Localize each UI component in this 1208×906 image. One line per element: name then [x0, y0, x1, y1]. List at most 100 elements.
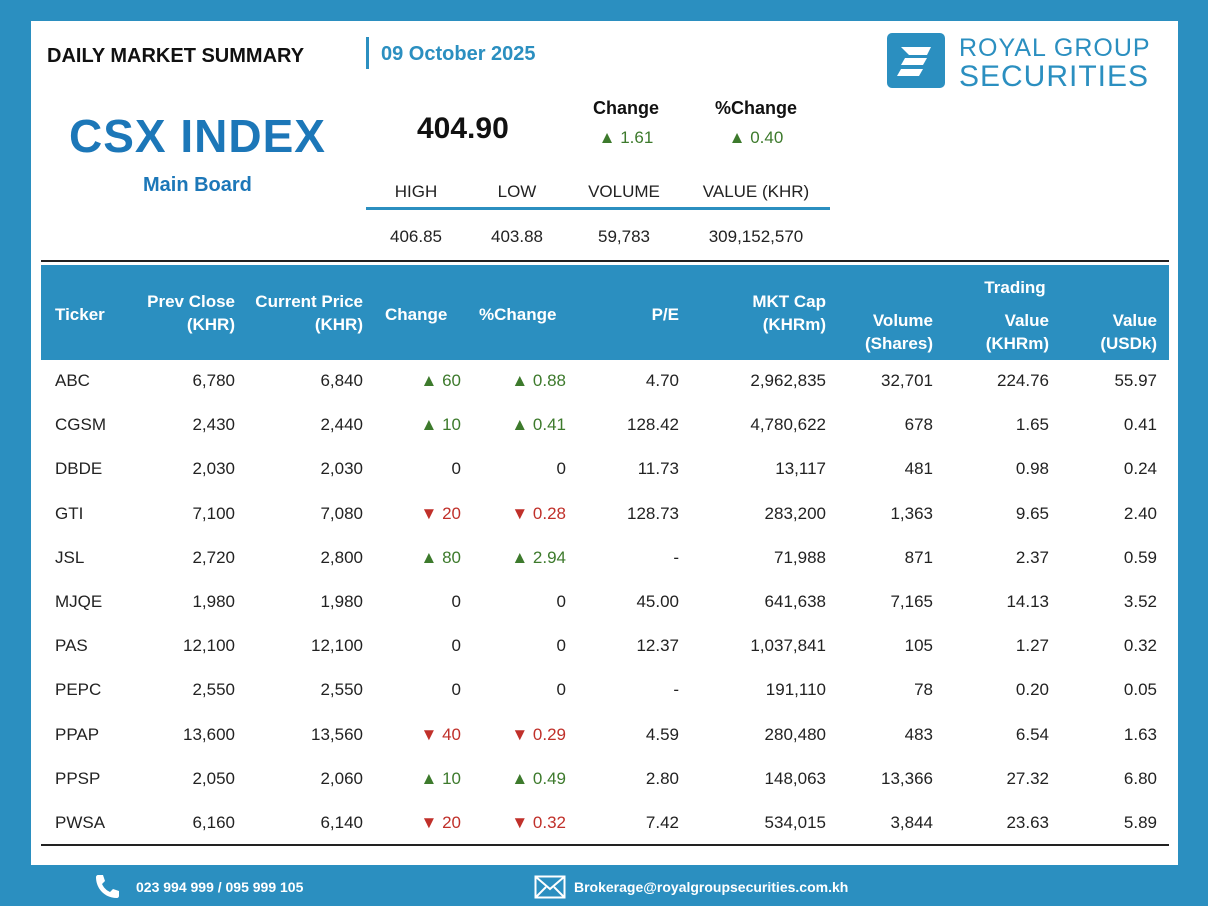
cell-pe: 2.80 — [645, 768, 679, 788]
email-icon — [534, 875, 566, 904]
th-value-khr-line1: Value — [1004, 311, 1049, 330]
cell-volume: 13,366 — [881, 768, 933, 788]
company-logo: ROYAL GROUP SECURITIES — [887, 33, 1150, 93]
stat-value-label: VALUE (KHR) — [702, 182, 810, 201]
th-value-usd-line2: (USDk) — [1100, 334, 1157, 353]
th-current-line2: (KHR) — [314, 315, 363, 334]
date-divider — [366, 37, 369, 69]
phone-icon — [92, 872, 122, 905]
cell-mkt-cap: 641,638 — [764, 592, 826, 611]
cell-ticker: JSL — [55, 547, 85, 567]
cell-volume: 481 — [904, 459, 933, 479]
cell-mkt-cap: 283,200 — [764, 503, 826, 523]
market-summary-card: DAILY MARKET SUMMARY 09 October 2025 ROY… — [31, 21, 1178, 865]
cell-change: 0 — [451, 459, 461, 479]
cell-pe: 45.00 — [636, 592, 679, 611]
cell-ticker: DBDE — [55, 459, 103, 479]
cell-current-price: 6,140 — [320, 813, 363, 832]
cell-pe: 7.42 — [645, 813, 679, 832]
cell-change: ▲ 60 — [420, 371, 461, 390]
cell-volume: 1,363 — [890, 503, 933, 523]
change-value: ▲ 1.61 — [598, 128, 654, 147]
table-row: JSL 2,720 2,800 ▲ 80 ▲ 2.94 - 71,988 871 2.37 0.5… — [41, 538, 1169, 582]
footer-phone: 023 994 999 / 095 999 105 — [136, 879, 304, 895]
cell-volume: 78 — [914, 680, 933, 700]
th-value-usd: Value (USDk) — [1081, 309, 1157, 355]
footer-email[interactable]: Brokerage@royalgroupsecurities.com.kh — [574, 879, 849, 895]
cell-mkt-cap: 148,063 — [764, 768, 826, 788]
cell-prev-close: 1,980 — [192, 592, 235, 611]
cell-mkt-cap: 280,480 — [764, 724, 826, 744]
pct-change-label: %Change — [714, 98, 797, 118]
table-row: CGSM 2,430 2,440 ▲ 10 ▲ 0.41 128.42 4,780,622 6… — [41, 405, 1169, 449]
cell-change: 0 — [451, 592, 461, 611]
cell-current-price: 2,550 — [320, 680, 363, 700]
index-name: CSX INDEX — [69, 110, 326, 162]
cell-value-usd: 0.24 — [1123, 459, 1157, 479]
table-bottom-rule — [41, 844, 1169, 846]
cell-prev-close: 2,550 — [192, 680, 235, 700]
index-value: 404.90 — [417, 112, 509, 145]
cell-current-price: 12,100 — [311, 636, 363, 656]
stat-volume-label: VOLUME — [588, 182, 660, 201]
logo-text-line1: ROYAL GROUP — [959, 34, 1151, 62]
th-value-usd-line1: Value — [1112, 311, 1157, 330]
cell-volume: 483 — [904, 724, 933, 744]
cell-pe: 4.70 — [645, 371, 679, 390]
report-title: DAILY MARKET SUMMARY — [47, 45, 305, 67]
footer: 023 994 999 / 095 999 105 Brokerage@roya… — [0, 868, 1208, 906]
cell-pct-change: 0 — [556, 459, 566, 479]
logo-mark-icon — [887, 33, 945, 88]
th-value-khr: Value (KHRm) — [961, 309, 1049, 355]
stat-volume-value: 59,783 — [598, 227, 650, 246]
cell-volume: 871 — [904, 547, 933, 567]
cell-value-usd: 1.63 — [1123, 724, 1157, 744]
cell-change: 0 — [451, 680, 461, 700]
th-prev-close-line1: Prev Close — [147, 292, 235, 311]
table-header: Ticker Prev Close (KHR) Current Price (K… — [41, 265, 1169, 360]
th-value-khr-line2: (KHRm) — [985, 334, 1049, 353]
cell-pct-change: ▲ 0.41 — [511, 415, 566, 435]
cell-pe: 128.42 — [627, 415, 679, 435]
table-row: MJQE 1,980 1,980 0 0 45.00 641,638 7,165 14.13 3.… — [41, 582, 1169, 626]
cell-prev-close: 13,600 — [183, 724, 235, 744]
table-row: PEPC 2,550 2,550 0 0 - 191,110 78 0.20 0.05 — [41, 670, 1169, 714]
cell-ticker: PPSP — [55, 768, 101, 788]
table-top-rule — [41, 260, 1169, 262]
cell-pe: 12.37 — [636, 636, 679, 656]
cell-value-khr: 23.63 — [1006, 813, 1049, 832]
pct-change-value: ▲ 0.40 — [728, 128, 784, 147]
cell-ticker: MJQE — [55, 592, 103, 611]
cell-value-usd: 2.40 — [1123, 503, 1157, 523]
stat-divider — [366, 207, 830, 210]
cell-value-usd: 3.52 — [1123, 592, 1157, 611]
cell-change: ▼ 20 — [420, 503, 461, 523]
th-prev-close: Prev Close (KHR) — [131, 290, 235, 336]
table-row: PWSA 6,160 6,140 ▼ 20 ▼ 0.32 7.42 534,015 3,844… — [41, 803, 1169, 847]
cell-pct-change: ▲ 0.88 — [511, 371, 566, 390]
cell-change: ▲ 10 — [420, 768, 461, 788]
cell-value-usd: 0.32 — [1123, 636, 1157, 656]
cell-value-usd: 5.89 — [1123, 813, 1157, 832]
cell-mkt-cap: 4,780,622 — [750, 415, 826, 435]
th-change: Change — [385, 305, 448, 324]
cell-volume: 7,165 — [890, 592, 933, 611]
cell-ticker: PAS — [55, 636, 88, 656]
cell-current-price: 2,060 — [320, 768, 363, 788]
cell-pe: 11.73 — [637, 459, 679, 479]
cell-current-price: 13,560 — [311, 724, 363, 744]
cell-mkt-cap: 191,110 — [765, 680, 826, 700]
logo-text-line2: SECURITIES — [959, 60, 1150, 93]
cell-current-price: 2,440 — [320, 415, 363, 435]
cell-pct-change: ▼ 0.29 — [511, 724, 566, 744]
cell-value-khr: 0.98 — [1015, 459, 1049, 479]
table-row: ABC 6,780 6,840 ▲ 60 ▲ 0.88 4.70 2,962,835 32,7… — [41, 361, 1169, 405]
cell-change: ▲ 80 — [420, 547, 461, 567]
table-row: PPSP 2,050 2,060 ▲ 10 ▲ 0.49 2.80 148,063 13,36… — [41, 759, 1169, 803]
cell-ticker: PWSA — [55, 813, 106, 832]
cell-pct-change: ▲ 2.94 — [511, 547, 566, 567]
table-row: DBDE 2,030 2,030 0 0 11.73 13,117 481 0.98 0.24 — [41, 449, 1169, 493]
cell-value-khr: 1.65 — [1015, 415, 1049, 435]
stat-low-label: LOW — [497, 182, 537, 201]
cell-volume: 3,844 — [890, 813, 933, 832]
